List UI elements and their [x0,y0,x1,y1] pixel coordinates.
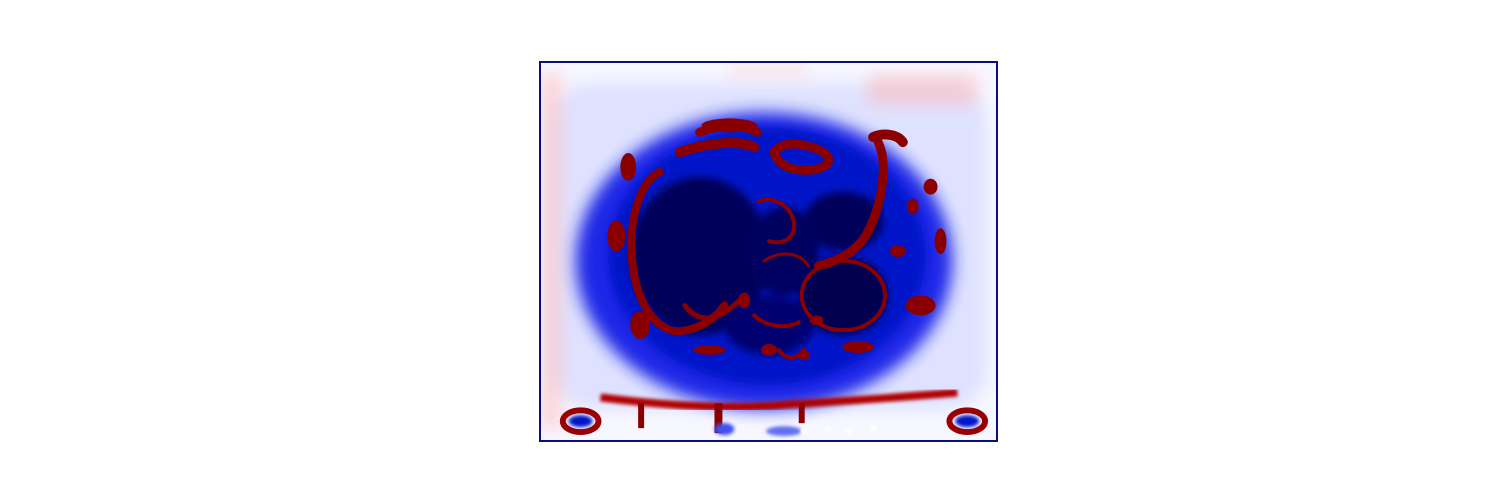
red-blobs [607,118,947,360]
bottom-features [638,403,805,434]
red-structures [627,121,908,360]
dark-organs [630,176,888,355]
heatmap-image [539,61,998,442]
bottom-red-band [599,388,958,411]
bottom-corner-rings [559,407,989,436]
edge-red-bands [541,64,978,430]
bottom-corner-blue [568,415,980,437]
heatmap-graphic [541,63,996,440]
bottom-speckles [800,424,877,435]
